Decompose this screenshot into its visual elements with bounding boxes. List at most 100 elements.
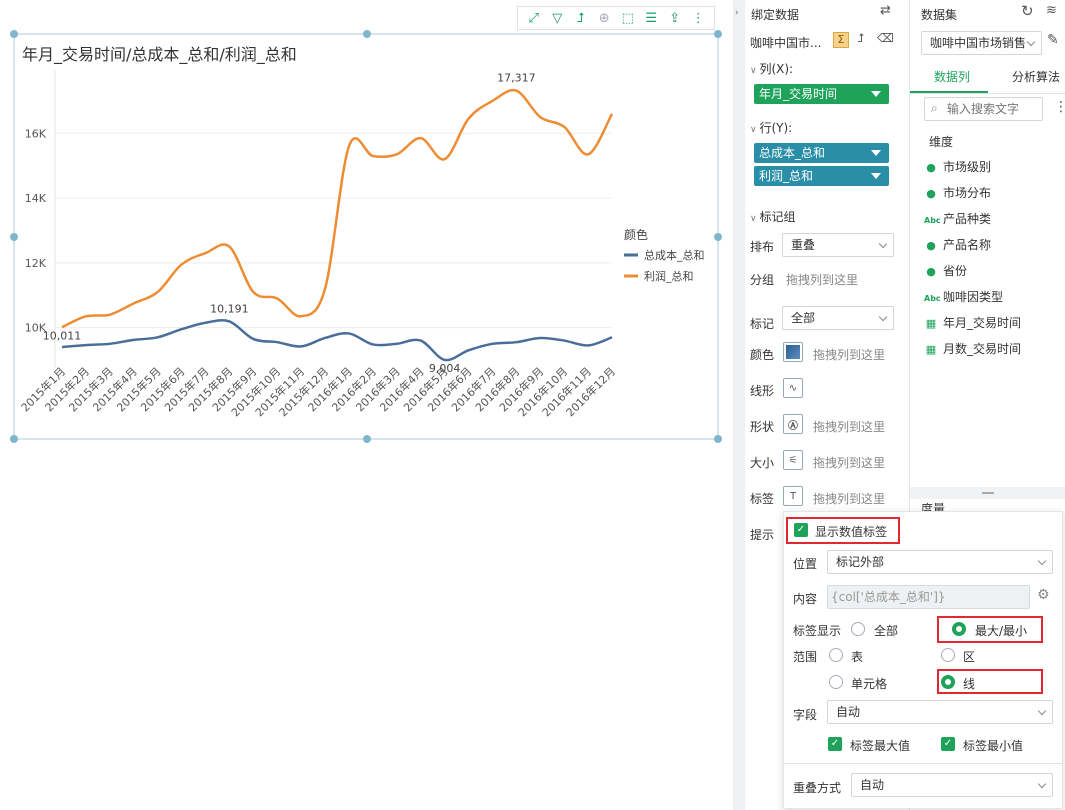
- drag-handle-icon[interactable]: [981, 492, 994, 494]
- chevron-down-icon: [1037, 556, 1047, 566]
- resize-handle[interactable]: [714, 30, 722, 38]
- field-item[interactable]: ● 市场分布: [924, 184, 991, 201]
- chevron-down-icon: [1037, 779, 1047, 789]
- field-item-label: 省份: [943, 264, 968, 278]
- hierarchy-icon[interactable]: ⮥: [857, 31, 865, 45]
- highlight-box: [937, 669, 1043, 694]
- mark-label: 标记: [750, 317, 775, 331]
- chevron-right-icon[interactable]: ›: [735, 8, 739, 18]
- filter-icon[interactable]: ▽: [552, 10, 563, 26]
- resize-handle[interactable]: [363, 435, 371, 443]
- row-pill-cost[interactable]: 总成本_总和: [754, 143, 889, 163]
- drill-icon[interactable]: ⮥: [576, 10, 585, 26]
- radio-region[interactable]: [941, 648, 955, 662]
- radio-table[interactable]: [829, 648, 843, 662]
- show-label-checkbox[interactable]: ✓: [794, 523, 808, 537]
- col-pill[interactable]: 年月_交易时间: [754, 84, 889, 104]
- search-box[interactable]: ⌕: [924, 97, 1043, 121]
- resize-handle[interactable]: [363, 30, 371, 38]
- resize-handle[interactable]: [714, 233, 722, 241]
- color-swatch-icon[interactable]: [783, 342, 803, 362]
- chevron-down-icon: [1037, 706, 1047, 716]
- eraser-icon[interactable]: ⌫: [877, 31, 894, 45]
- max-checkbox[interactable]: ✓: [828, 737, 842, 751]
- layout-select[interactable]: 重叠: [782, 233, 894, 257]
- radio-maxmin[interactable]: [952, 622, 966, 636]
- caret-down-icon[interactable]: [871, 150, 881, 156]
- splitter[interactable]: [910, 487, 1065, 499]
- color-drop-zone[interactable]: 拖拽列到这里: [813, 348, 886, 362]
- select-icon[interactable]: ⬚: [621, 10, 634, 26]
- field-value: 自动: [836, 705, 861, 719]
- line-shape-icon[interactable]: ∿: [783, 378, 803, 398]
- field-item[interactable]: Abc 咖啡因类型: [924, 288, 1003, 305]
- range-label: 范围: [793, 650, 818, 664]
- search-input[interactable]: [947, 100, 1041, 118]
- list-icon[interactable]: ☰: [645, 10, 658, 26]
- caret-down-icon[interactable]: [871, 173, 881, 179]
- calendar-icon: ▦: [925, 343, 937, 356]
- opt-cell-label: 单元格: [851, 677, 888, 691]
- size-icon[interactable]: ⚟: [783, 450, 803, 470]
- shape-drop-zone[interactable]: 拖拽列到这里: [813, 420, 886, 434]
- highlight-box: [786, 517, 900, 544]
- field-select[interactable]: 自动: [827, 700, 1053, 724]
- tab-fields[interactable]: 数据列: [934, 70, 971, 84]
- mark-select[interactable]: 全部: [782, 306, 894, 330]
- sum-icon[interactable]: Σ: [833, 32, 849, 48]
- zoom-icon[interactable]: ⊕: [598, 10, 610, 26]
- export-icon[interactable]: ⇪: [669, 10, 681, 26]
- shape-icon[interactable]: Ⓐ: [783, 414, 803, 434]
- group-drop-zone[interactable]: 拖拽列到这里: [786, 273, 859, 287]
- field-item-label: 咖啡因类型: [943, 290, 1004, 304]
- field-item[interactable]: ● 产品名称: [924, 236, 991, 253]
- more-icon[interactable]: ⋮: [691, 10, 705, 26]
- radio-line[interactable]: [941, 675, 955, 689]
- edit-icon[interactable]: ✎: [1047, 32, 1059, 48]
- size-label: 大小: [750, 456, 775, 470]
- field-item[interactable]: ● 市场级别: [924, 158, 991, 175]
- content-label: 内容: [793, 592, 818, 606]
- layout-label: 排布: [750, 240, 775, 254]
- refresh-icon[interactable]: ↻: [1021, 2, 1034, 20]
- field-item[interactable]: Abc 产品种类: [924, 210, 991, 227]
- tag-label: 标签: [750, 492, 775, 506]
- swap-icon[interactable]: ⇄: [880, 3, 891, 18]
- dataset-select[interactable]: 咖啡中国市场销售: [921, 31, 1042, 55]
- tag-icon[interactable]: T: [783, 486, 803, 506]
- radio-all[interactable]: [851, 622, 865, 636]
- tag-drop-zone[interactable]: 拖拽列到这里: [813, 492, 886, 506]
- tab-active-indicator: [910, 91, 988, 93]
- chk-max-label: 标签最大值: [850, 739, 911, 753]
- binding-header: 绑定数据: [751, 8, 800, 22]
- expand-icon[interactable]: ⤢: [528, 10, 539, 26]
- field-item[interactable]: ▦ 年月_交易时间: [924, 314, 1021, 331]
- show-label-text: 显示数值标签: [815, 525, 888, 539]
- radio-cell[interactable]: [829, 675, 843, 689]
- group-label: 分组: [750, 273, 775, 287]
- tab-algo[interactable]: 分析算法: [1012, 70, 1061, 84]
- collapse-strip[interactable]: ›: [733, 0, 745, 810]
- layers-icon[interactable]: ≋: [1046, 3, 1057, 18]
- overlap-label: 重叠方式: [793, 781, 842, 795]
- caret-down-icon[interactable]: [871, 91, 881, 97]
- more-icon[interactable]: ⋮: [1054, 99, 1065, 115]
- resize-handle[interactable]: [10, 435, 18, 443]
- chevron-down-icon: [1026, 37, 1036, 47]
- legend-label: 利润_总和: [644, 269, 694, 283]
- text-type-icon: Abc: [924, 294, 941, 303]
- row-pill-profit[interactable]: 利润_总和: [754, 166, 889, 186]
- chk-min-label: 标签最小值: [963, 739, 1024, 753]
- resize-handle[interactable]: [10, 233, 18, 241]
- highlight-box: [937, 616, 1043, 643]
- field-item[interactable]: ● 省份: [924, 262, 967, 279]
- position-select[interactable]: 标记外部: [827, 550, 1053, 574]
- gear-icon[interactable]: ⚙: [1037, 587, 1050, 603]
- min-checkbox[interactable]: ✓: [941, 737, 955, 751]
- field-item[interactable]: ▦ 月数_交易时间: [924, 340, 1021, 357]
- resize-handle[interactable]: [10, 30, 18, 38]
- resize-handle[interactable]: [714, 435, 722, 443]
- dataset-header: 数据集: [921, 8, 958, 22]
- size-drop-zone[interactable]: 拖拽列到这里: [813, 456, 886, 470]
- overlap-select[interactable]: 自动: [851, 773, 1053, 797]
